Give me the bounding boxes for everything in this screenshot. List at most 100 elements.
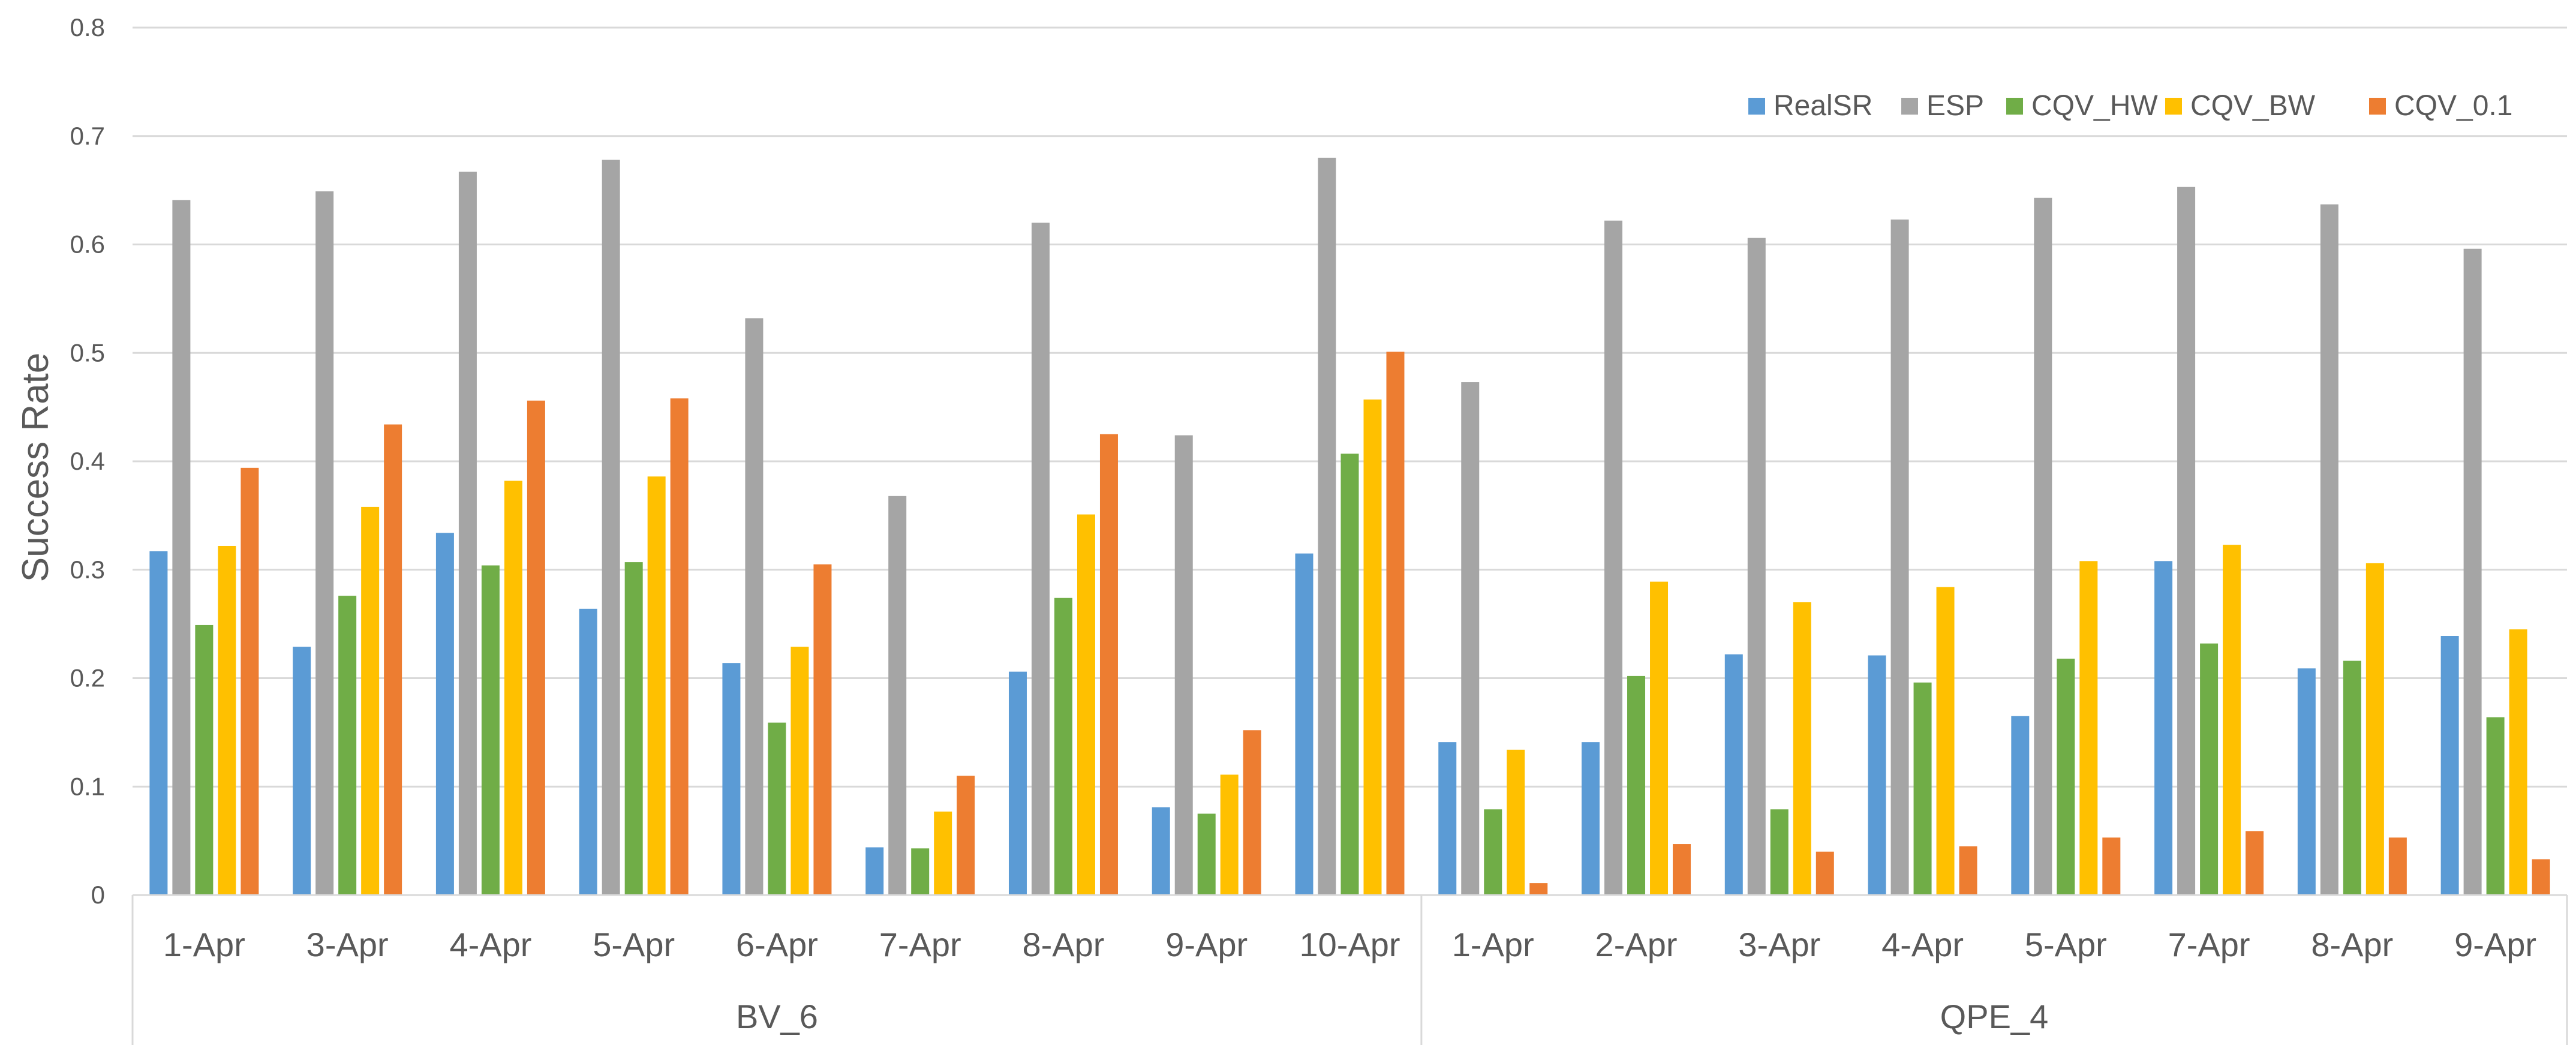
bar-esp [2034,197,2052,896]
bar-cqv-0-1 [2388,837,2407,895]
bar-realsr [1868,655,1886,895]
x-tick-label: 7-Apr [2168,926,2250,963]
bar-cqv-0-1 [670,398,689,895]
bar-cqv-hw [911,848,930,895]
bar-esp [1890,219,1909,895]
bar-realsr [722,663,741,895]
y-tick-label: 0.3 [70,555,105,584]
x-tick-label: 8-Apr [1023,926,1105,963]
bar-cqv-0-1 [2532,859,2550,895]
bar-cqv-hw [1913,682,1932,895]
y-tick-label: 0.1 [70,772,105,800]
bar-cqv-hw [1627,675,1646,895]
bar-cqv-0-1 [1673,844,1691,895]
bar-cqv-bw [2509,629,2527,895]
y-tick-label: 0.4 [70,447,105,475]
bar-cqv-0-1 [813,564,832,895]
bar-realsr [1724,654,1743,895]
bar-cqv-hw [1197,813,1216,895]
bar-cqv-hw [1340,454,1359,895]
bar-cqv-hw [2343,660,2361,895]
y-tick-label: 0.2 [70,664,105,692]
bar-cqv-hw [2486,717,2505,895]
bar-cqv-hw [624,562,643,895]
bar-esp [2463,248,2482,896]
bar-cqv-hw [2200,643,2219,895]
bar-esp [888,496,907,895]
x-axis: 1-Apr 3-Apr 4-Apr 5-Apr 6-Apr 7-Apr 8-Apr 9-Apr… [131,894,2568,1045]
bar-cqv-0-1 [1099,434,1118,895]
legend-swatch [2006,98,2023,115]
x-tick-label: 3-Apr [1738,926,1820,963]
bar-realsr [2011,716,2030,895]
bar-cqv-hw [338,596,357,895]
bar-cqv-bw [361,506,380,895]
x-tick-label: 4-Apr [449,926,531,963]
bar-cqv-0-1 [1529,883,1548,895]
bar-cqv-0-1 [1959,846,1977,895]
legend-swatch [2369,98,2386,115]
bar-esp [602,160,620,895]
bar-realsr [293,647,311,895]
group-label: QPE_4 [1940,998,2049,1035]
bar-cqv-0-1 [2102,837,2121,895]
bar-realsr [2440,636,2459,895]
bar-cqv-bw [1936,587,1955,895]
legend-swatch [1901,98,1918,115]
bar-realsr [1008,671,1027,895]
bar-cqv-0-1 [957,776,975,895]
bar-cqv-0-1 [384,424,402,895]
bar-cqv-bw [218,545,236,895]
bar-cqv-hw [1770,809,1789,895]
legend-label: CQV_0.1 [2394,90,2512,122]
bar-realsr [1152,807,1170,895]
x-tick-label: 3-Apr [306,926,389,963]
bar-esp [745,318,764,895]
bar-cqv-0-1 [1386,352,1405,895]
legend-swatch [2165,98,2182,115]
bar-realsr [1582,742,1600,895]
bar-cqv-bw [2079,561,2098,895]
y-tick-label: 0.7 [70,122,105,150]
bar-esp [315,191,334,895]
bar-realsr [865,847,884,895]
bar-cqv-hw [481,565,500,895]
bar-esp [1747,238,1766,895]
bar-cqv-hw [768,722,786,895]
x-tick-label: 2-Apr [1595,926,1678,963]
y-axis-ticks: 0 0.1 0.2 0.3 0.4 0.5 0.6 0.7 0.8 [70,13,105,909]
bar-realsr [579,608,597,895]
x-tick-label: 1-Apr [1452,926,1534,963]
bar-cqv-bw [1077,514,1095,895]
bar-cqv-bw [934,811,952,895]
y-tick-label: 0.5 [70,338,105,367]
x-tick-label: 7-Apr [879,926,961,963]
x-tick-label: 5-Apr [593,926,675,963]
bar-cqv-hw [1484,809,1502,895]
bar-cqv-0-1 [1815,851,1834,895]
bar-cqv-hw [2057,658,2075,895]
bar-cqv-bw [2365,563,2384,895]
bar-realsr [1295,553,1313,895]
bar-esp [1174,435,1193,895]
bar-esp [2320,204,2338,895]
legend: RealSR ESP CQV_HW CQV_BW CQV_0.1 [1748,90,2512,122]
x-tick-label: 10-Apr [1299,926,1400,963]
bar-realsr [435,533,454,895]
bar-cqv-0-1 [2246,831,2264,895]
bar-realsr [1438,742,1457,895]
bar-cqv-bw [504,481,522,895]
bars [149,157,2550,896]
bar-cqv-bw [1363,399,1382,895]
x-tick-label: 4-Apr [1881,926,1964,963]
bar-cqv-0-1 [527,400,545,895]
x-tick-label: 9-Apr [2454,926,2536,963]
legend-label: RealSR [1774,90,1872,122]
x-tick-label: 6-Apr [736,926,818,963]
bar-cqv-bw [2223,545,2241,895]
x-tick-label: 9-Apr [1165,926,1248,963]
bar-esp [1461,382,1480,895]
bar-cqv-bw [1507,749,1525,895]
bar-cqv-bw [1650,581,1669,895]
